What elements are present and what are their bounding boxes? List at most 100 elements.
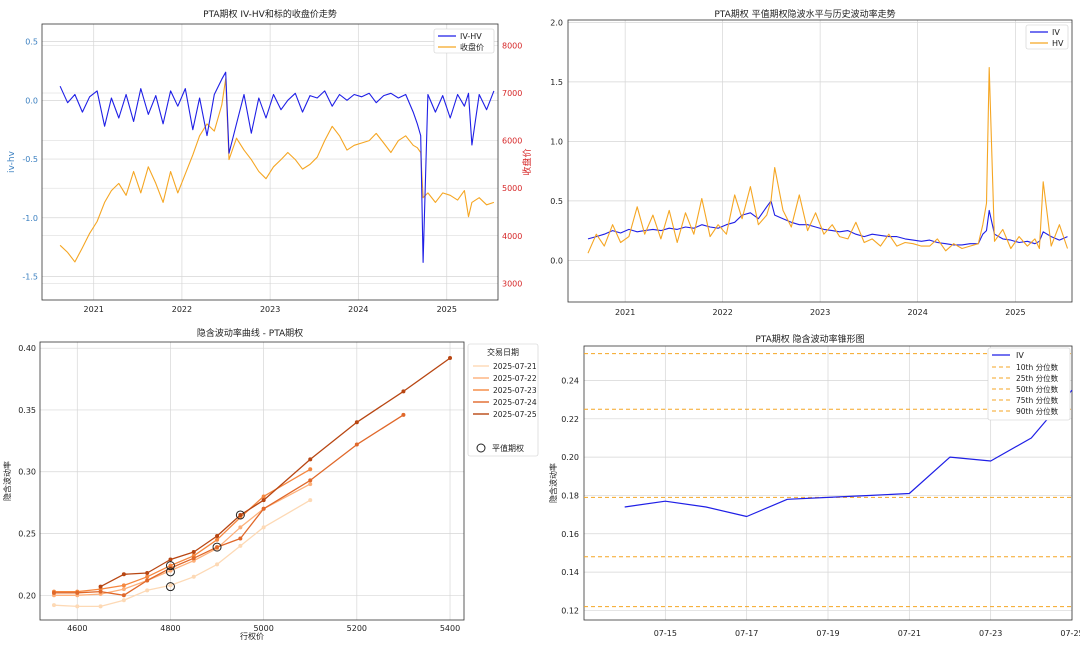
grid: [40, 342, 464, 620]
y-tick-label: 0.20: [18, 591, 36, 600]
y-axis-label-left: iv-hv: [7, 150, 17, 173]
chart-title: PTA期权 IV-HV和标的收盘价走势: [203, 8, 337, 20]
data-point: [51, 603, 56, 608]
data-point: [238, 525, 243, 530]
data-point: [215, 545, 220, 550]
panel-iv-hv-price: PTA期权 IV-HV和标的收盘价走势 2021 2022 2023 2024 2025…: [7, 8, 533, 314]
x-tick-label: 2025: [1005, 308, 1025, 317]
x-tick-label: 07-15: [654, 629, 677, 638]
legend-label-close-price: 收盘价: [460, 42, 484, 52]
y-tick-label: 0.18: [561, 491, 579, 500]
y-tick-label: 0.12: [561, 606, 579, 615]
data-point: [145, 578, 150, 583]
legend-label: 2025-07-22: [493, 374, 537, 383]
series-lines: [51, 356, 453, 609]
data-point: [261, 494, 266, 499]
y-axis-label: 隐含波动率: [2, 461, 12, 501]
y-tick-label: 0.30: [18, 468, 36, 477]
data-point: [168, 557, 173, 562]
y-tick-label: 0.5: [550, 197, 563, 206]
legend-label: 10th 分位数: [1016, 362, 1059, 372]
legend-label-atm: 平值期权: [492, 443, 524, 453]
data-point: [308, 467, 313, 472]
data-point: [308, 478, 313, 483]
chart-title: PTA期权 平值期权隐波水平与历史波动率走势: [714, 8, 895, 20]
atm-marker: [165, 567, 175, 577]
legend-label-iv: IV: [1016, 351, 1024, 360]
series-line-iv: [587, 200, 1068, 246]
legend-label: 90th 分位数: [1016, 406, 1059, 416]
legend-label-hv: HV: [1052, 39, 1064, 48]
y-tick-label: 0.0: [550, 256, 563, 265]
data-point: [98, 584, 103, 589]
atm-markers: [165, 510, 245, 592]
y-tick-label: -0.5: [22, 155, 38, 164]
y-tick-label-right: 4000: [502, 232, 522, 241]
x-tick-label: 07-25: [1060, 629, 1080, 638]
x-axis: 2021 2022 2023 2024 2025: [615, 308, 1026, 317]
plot-frame: [583, 345, 1073, 621]
y-tick-label: 0.35: [18, 406, 36, 415]
x-tick-label: 5000: [253, 624, 273, 633]
atm-marker: [165, 561, 175, 571]
data-point: [238, 512, 243, 517]
y-tick-label: 1.0: [550, 137, 563, 146]
y-tick-label: -1.5: [22, 273, 38, 282]
x-tick-label: 07-23: [979, 629, 1002, 638]
data-point: [448, 356, 453, 361]
y-tick-label: 0.0: [25, 96, 38, 105]
y-tick-label: 0.14: [561, 568, 579, 577]
x-axis: 07-15 07-17 07-19 07-21 07-23 07-25: [654, 629, 1080, 638]
y-tick-label: 0.16: [561, 530, 579, 539]
x-tick-label: 2024: [348, 305, 368, 314]
data-point: [215, 562, 220, 567]
data-point: [261, 525, 266, 530]
panel-iv-cone: PTA期权 隐含波动率锥形图 07-15 07-17 07-19 07-21 07-23…: [548, 333, 1080, 638]
y-tick-label: 0.24: [561, 376, 579, 385]
legend-label: 2025-07-23: [493, 386, 537, 395]
x-tick-label: 2025: [437, 305, 457, 314]
atm-marker: [165, 582, 175, 592]
y-axis-label: 隐含波动率: [548, 463, 558, 503]
x-tick-label: 07-21: [898, 629, 921, 638]
data-point: [145, 588, 150, 593]
x-tick-label: 5200: [347, 624, 367, 633]
legend-label: 75th 分位数: [1016, 395, 1059, 405]
y-tick-label: 0.25: [18, 530, 36, 539]
data-point: [51, 590, 56, 595]
y-axis-label-right: 收盘价: [521, 148, 533, 175]
x-tick-label: 5400: [440, 624, 460, 633]
data-point: [98, 604, 103, 609]
legend-swatch-atm: [476, 443, 486, 453]
y-tick-label-right: 3000: [502, 279, 522, 288]
data-point: [354, 420, 359, 425]
panel-iv-smile: 隐含波动率曲线 - PTA期权 4600 4800 5000 5200 5400 0.4…: [2, 327, 539, 641]
x-tick-label: 2021: [84, 305, 104, 314]
legend-label: 2025-07-24: [493, 398, 537, 407]
series-lines: [587, 67, 1069, 254]
data-point: [98, 589, 103, 594]
y-tick-label: 1.5: [550, 78, 563, 87]
legend-label: 50th 分位数: [1016, 384, 1059, 394]
data-point: [168, 583, 173, 588]
atm-marker: [235, 510, 245, 520]
panel-iv-vs-hv: PTA期权 平值期权隐波水平与历史波动率走势 2021 2022 2023 2024 2…: [550, 8, 1073, 317]
series-line-2025-07-23: [54, 468, 311, 593]
data-point: [121, 583, 126, 588]
grid: [568, 20, 1072, 302]
y-tick-label-right: 6000: [502, 137, 522, 146]
y-tick-label-right: 7000: [502, 89, 522, 98]
y-tick-label: 0.5: [25, 38, 38, 47]
data-point: [261, 506, 266, 511]
series-line-2025-07-24: [54, 414, 404, 596]
data-point: [191, 550, 196, 555]
x-tick-label: 2022: [172, 305, 192, 314]
legend-label: 25th 分位数: [1016, 373, 1059, 383]
x-tick-label: 2022: [712, 308, 732, 317]
y-tick-label-right: 5000: [502, 184, 522, 193]
series-lines: [59, 71, 495, 263]
legend-box: [987, 347, 1071, 421]
y-axis-right: 8000 7000 6000 5000 4000 3000: [502, 41, 522, 288]
